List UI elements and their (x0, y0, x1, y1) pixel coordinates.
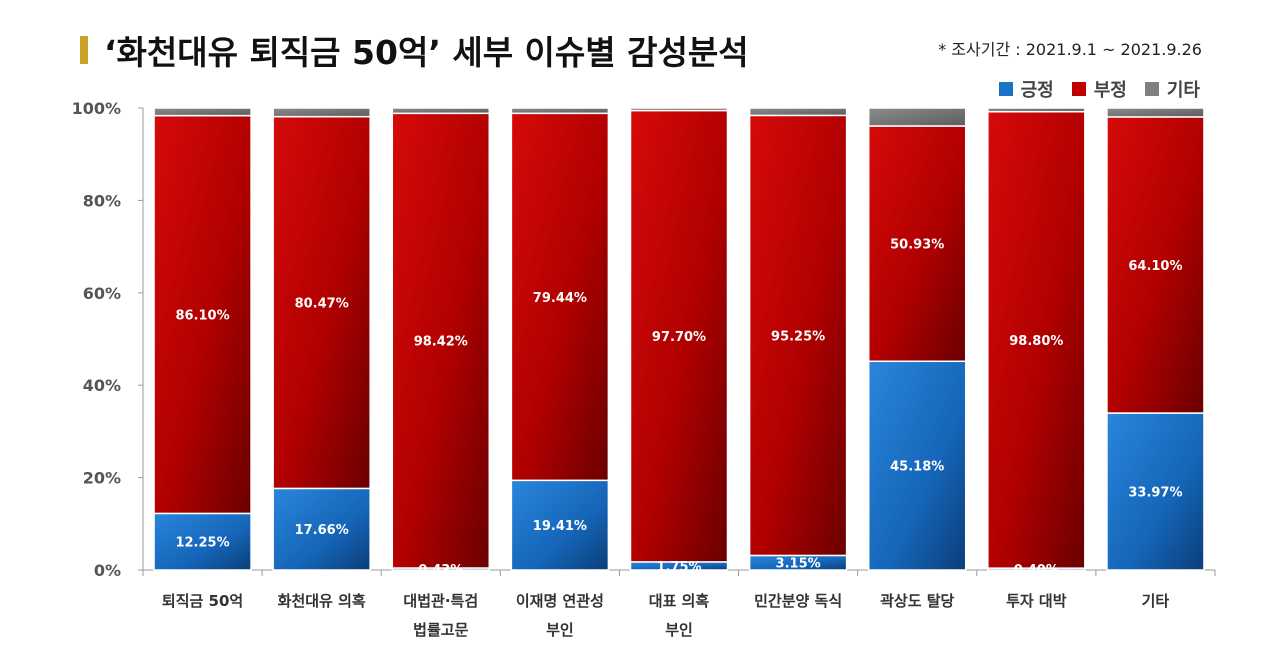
bar-segment-other (629, 107, 729, 112)
bar-segment-other (510, 107, 610, 115)
data-label-positive: 3.15% (776, 557, 821, 572)
data-label-negative: 80.47% (295, 297, 349, 312)
legend-item-positive: 긍정 (998, 76, 1054, 102)
bar-segment-other (272, 107, 371, 118)
data-label-positive: 33.97% (1128, 486, 1182, 501)
data-label-positive: 12.25% (175, 536, 229, 551)
bar-segment-negative (867, 125, 967, 363)
legend-item-other: 기타 (1144, 76, 1200, 102)
data-label-negative: 98.42% (414, 335, 468, 350)
data-label-negative: 64.10% (1128, 259, 1182, 274)
data-label-negative: 98.80% (1009, 334, 1063, 349)
bar-segment-other (153, 107, 252, 117)
legend-swatch-other (1144, 82, 1159, 96)
bar-segment-negative (391, 112, 491, 569)
x-category-label: 화천대유 의혹 (278, 592, 366, 610)
legend-swatch-positive (998, 82, 1013, 96)
bar-segment-other (1106, 107, 1205, 118)
data-label-positive: 19.41% (533, 519, 587, 534)
x-category-label: 퇴직금 50억 (162, 592, 243, 610)
bar-segment-negative (748, 114, 848, 557)
bar-segment-negative (272, 115, 371, 490)
data-label-positive: 0.40% (1014, 563, 1059, 578)
chart-title: ‘화천대유 퇴직금 50억’ 세부 이슈별 감성분석 (104, 33, 749, 72)
x-category-label: 민간분양 독식 (754, 592, 842, 610)
title-accent-bar (80, 36, 88, 64)
bar-segment-positive (1106, 412, 1205, 571)
data-label-negative: 97.70% (652, 330, 706, 345)
x-category-label: 법률고문 (413, 621, 468, 639)
data-label-negative: 95.25% (771, 329, 825, 344)
legend-label-negative: 부정 (1093, 80, 1127, 101)
y-tick-label: 60% (83, 284, 121, 303)
x-category-label: 대표 의혹 (649, 592, 710, 610)
y-tick-label: 40% (83, 376, 121, 395)
bar-segment-negative (1106, 116, 1205, 414)
data-label-positive: 1.75% (656, 560, 701, 575)
bar-segment-positive (153, 512, 252, 571)
bar-segment-other (748, 107, 848, 117)
x-category-label: 기타 (1142, 592, 1170, 610)
survey-period: * 조사기간 : 2021.9.1 ~ 2021.9.26 (938, 40, 1202, 59)
x-category-label: 곽상도 탈당 (880, 592, 954, 610)
bar-segment-positive (272, 487, 371, 571)
bar-segment-negative (510, 112, 610, 482)
x-category-label: 부인 (665, 621, 693, 639)
x-category-label: 투자 대박 (1006, 592, 1067, 610)
data-label-positive: 45.18% (890, 460, 944, 475)
data-label-negative: 79.44% (533, 291, 587, 306)
chart-legend: 긍정 부정 기타 (998, 76, 1200, 102)
x-category-label: 대법관·특검 (403, 592, 478, 610)
y-tick-label: 20% (83, 469, 121, 488)
bar-segment-negative (987, 110, 1086, 569)
bar-segment-positive (867, 360, 967, 571)
bar-segment-other (867, 107, 967, 127)
x-category-label: 부인 (546, 621, 574, 639)
legend-label-other: 기타 (1166, 80, 1200, 101)
x-category-label: 이재명 연관성 (516, 592, 604, 610)
bar-segment-negative (629, 109, 729, 563)
y-tick-label: 0% (94, 561, 121, 580)
bar-segment-negative (153, 114, 252, 515)
data-label-positive: 0.43% (418, 563, 463, 578)
data-label-negative: 86.10% (175, 309, 229, 324)
legend-label-positive: 긍정 (1020, 80, 1054, 101)
y-tick-label: 80% (83, 191, 121, 210)
y-tick-label: 100% (72, 99, 121, 118)
data-label-positive: 17.66% (295, 523, 349, 538)
data-label-negative: 50.93% (890, 238, 944, 253)
legend-item-negative: 부정 (1071, 76, 1127, 102)
legend-swatch-negative (1071, 82, 1086, 96)
bar-segment-other (987, 107, 1086, 113)
bar-segment-other (391, 107, 491, 115)
